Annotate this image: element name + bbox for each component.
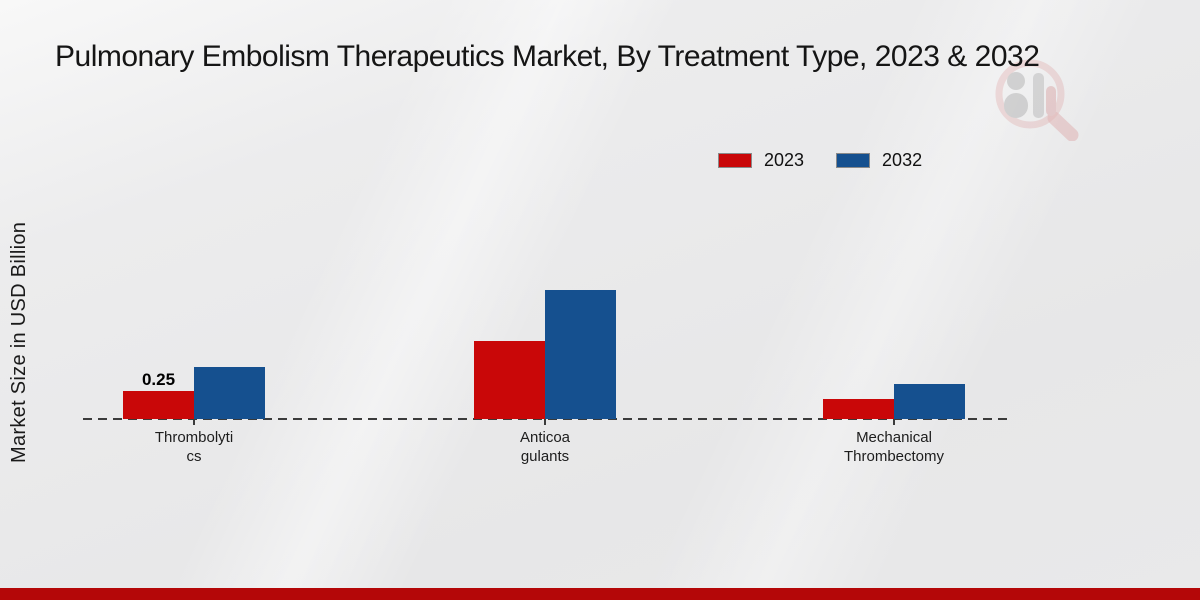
- bar-2032-thrombolytics: [194, 367, 265, 419]
- bar-2023-anticoagulants: [474, 341, 545, 419]
- bar-2023-mechanical-thrombectomy: [823, 399, 894, 419]
- legend-label-2023: 2023: [764, 150, 805, 170]
- legend-label-2032: 2032: [882, 150, 923, 170]
- legend-swatch-2023: [718, 153, 752, 168]
- legend-item-2032: 2032: [836, 150, 922, 171]
- x-axis-tick-thrombolytics: [193, 419, 195, 425]
- bar-2032-anticoagulants: [545, 290, 616, 419]
- bar-value-label-2023-thrombolytics: 0.25: [141, 370, 176, 389]
- x-axis-tick-mechanical-thrombectomy: [893, 419, 895, 425]
- bar-2032-mechanical-thrombectomy: [894, 384, 965, 419]
- watermark-magnifier-chart-icon: [995, 59, 1079, 141]
- bottom-accent-bar: [0, 588, 1200, 600]
- legend-item-2023: 2023: [718, 150, 804, 171]
- category-label-anticoagulants: Anticoa gulants: [519, 429, 571, 465]
- x-axis-tick-anticoagulants: [544, 419, 546, 425]
- legend-swatch-2032: [836, 153, 871, 168]
- chart-title: Pulmonary Embolism Therapeutics Market, …: [55, 40, 1040, 73]
- category-label-mechanical-thrombectomy: Mechanical Thrombectomy: [843, 429, 945, 465]
- bar-2023-thrombolytics: [123, 391, 194, 419]
- legend: 2023 2032: [718, 150, 954, 171]
- category-label-thrombolytics: Thrombolyti cs: [154, 429, 234, 465]
